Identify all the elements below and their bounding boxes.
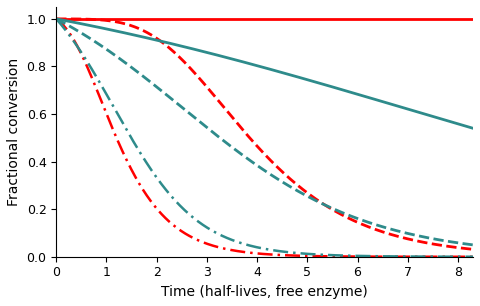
Y-axis label: Fractional conversion: Fractional conversion [7, 58, 21, 206]
X-axis label: Time (half-lives, free enzyme): Time (half-lives, free enzyme) [161, 285, 368, 299]
